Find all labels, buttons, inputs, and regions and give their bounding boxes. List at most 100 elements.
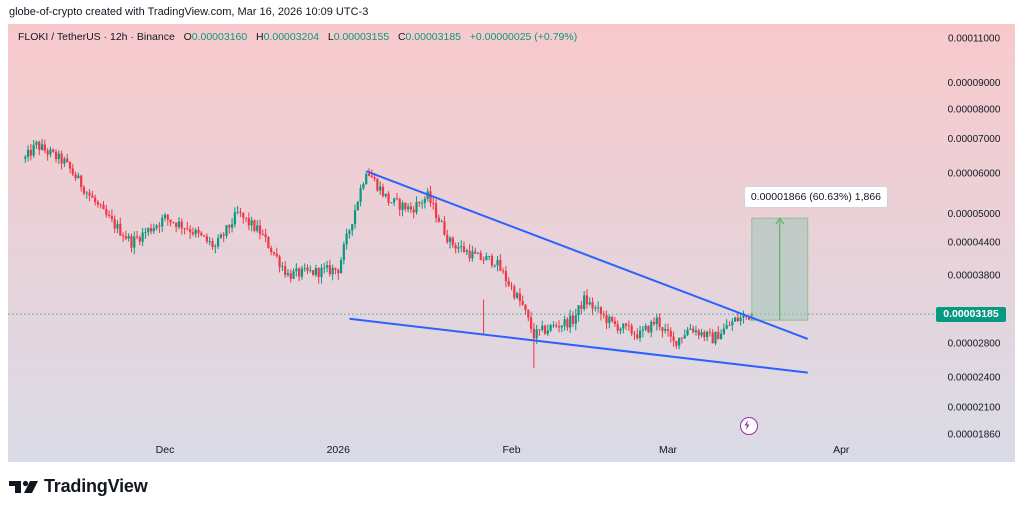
chart-area[interactable]: 0.00011000 0.00009000 0.00008000 0.00007000… xyxy=(8,24,1015,462)
candle-body xyxy=(258,225,262,235)
candle-body xyxy=(208,241,211,242)
candle-body xyxy=(569,315,572,328)
candle-body xyxy=(577,305,580,316)
candle-body xyxy=(613,321,617,325)
candle-body xyxy=(133,236,136,248)
y-tick-label: 0.00011000 xyxy=(948,34,1001,45)
candle-body xyxy=(312,270,315,275)
candle-body xyxy=(124,236,127,239)
candle-body xyxy=(689,328,692,330)
candle-body xyxy=(108,214,111,216)
candle-body xyxy=(113,218,116,229)
candle-body xyxy=(443,221,446,235)
candle-body xyxy=(68,161,72,169)
candle-body xyxy=(281,266,284,268)
candle-body xyxy=(594,307,597,309)
candle-body xyxy=(376,178,379,191)
candle-body xyxy=(219,234,222,239)
candle-body xyxy=(334,267,337,270)
candle-body xyxy=(502,270,505,272)
candle-body xyxy=(161,217,164,227)
candle-body xyxy=(733,317,737,322)
candle-body xyxy=(532,328,535,339)
x-tick-label: 2026 xyxy=(327,444,351,456)
candle-body xyxy=(476,252,480,254)
candle-body xyxy=(557,326,561,328)
candle-body xyxy=(236,211,239,213)
candle-body xyxy=(26,149,30,157)
candle-body xyxy=(228,225,231,228)
candle-body xyxy=(546,330,549,334)
candle-body xyxy=(102,204,105,210)
legend-open-label: O xyxy=(183,31,192,43)
candle-body xyxy=(633,333,636,335)
candle-body xyxy=(588,302,591,305)
x-tick-label: Feb xyxy=(502,444,520,456)
candle-body xyxy=(194,229,197,235)
measure-label[interactable]: 0.00001866 (60.63%) 1,866 xyxy=(743,186,889,209)
candle-body xyxy=(52,149,55,152)
candle-body xyxy=(661,327,664,331)
candle-body xyxy=(538,329,541,331)
candle-body xyxy=(320,267,323,278)
candle-body xyxy=(32,144,35,156)
candle-body xyxy=(680,337,684,339)
legend-high-label: H xyxy=(256,31,264,43)
candle-body xyxy=(524,304,527,310)
candle-body xyxy=(40,144,44,150)
candle-body xyxy=(728,325,731,326)
overlay-layer xyxy=(8,170,936,374)
candle-body xyxy=(398,199,401,210)
candle-body xyxy=(345,233,348,245)
y-tick-label: 0.00002100 xyxy=(948,402,1001,413)
candle-body xyxy=(490,255,494,266)
candle-body xyxy=(172,222,175,224)
candle-body xyxy=(541,325,544,330)
candle-body xyxy=(183,228,186,230)
candle-body xyxy=(66,158,69,162)
flash-icon[interactable] xyxy=(739,417,758,435)
trendline-lower xyxy=(349,317,808,374)
candle-body xyxy=(404,202,407,210)
candle-body xyxy=(247,217,250,226)
tradingview-logo[interactable]: TradingView xyxy=(9,476,148,497)
candle-body xyxy=(393,198,396,203)
y-tick-label: 0.00001860 xyxy=(948,430,1001,441)
candle-body xyxy=(233,212,236,225)
candle-body xyxy=(664,329,667,331)
y-tick-label: 0.00007000 xyxy=(948,134,1001,145)
candle-body xyxy=(708,331,712,333)
candle-body xyxy=(152,228,155,232)
candle-body xyxy=(130,235,133,248)
chart-canvas[interactable]: 0.00011000 0.00009000 0.00008000 0.00007000… xyxy=(8,24,1015,462)
candle-body xyxy=(658,317,661,328)
measure-arrow-head xyxy=(775,217,785,225)
x-tick-label: Mar xyxy=(659,444,678,456)
candle-body xyxy=(121,235,125,237)
candle-body xyxy=(270,248,273,253)
candle-body xyxy=(415,202,418,213)
candle-body xyxy=(384,193,387,197)
brand-name: TradingView xyxy=(44,476,148,496)
candle-body xyxy=(407,206,410,210)
candle-body xyxy=(225,225,228,236)
legend-close-label: C xyxy=(397,31,406,43)
candle-body xyxy=(460,246,463,248)
candle-body xyxy=(60,153,63,164)
legend-low-value: 0.00003155 xyxy=(333,31,390,43)
candle-body xyxy=(630,325,633,334)
candle-body xyxy=(513,286,516,298)
candle-body xyxy=(465,250,468,253)
candle-body xyxy=(286,273,290,275)
candle-body xyxy=(560,325,563,328)
candle-body xyxy=(401,202,404,210)
candle-body xyxy=(390,202,393,204)
candle-body xyxy=(169,219,172,223)
candle-body xyxy=(499,259,502,271)
candle-body xyxy=(138,237,141,242)
candle-body xyxy=(529,317,533,329)
current-price-tag: 0.00003185 xyxy=(936,306,1006,322)
candle-body xyxy=(638,330,642,339)
candle-body xyxy=(583,295,586,309)
candle-body xyxy=(412,209,415,213)
